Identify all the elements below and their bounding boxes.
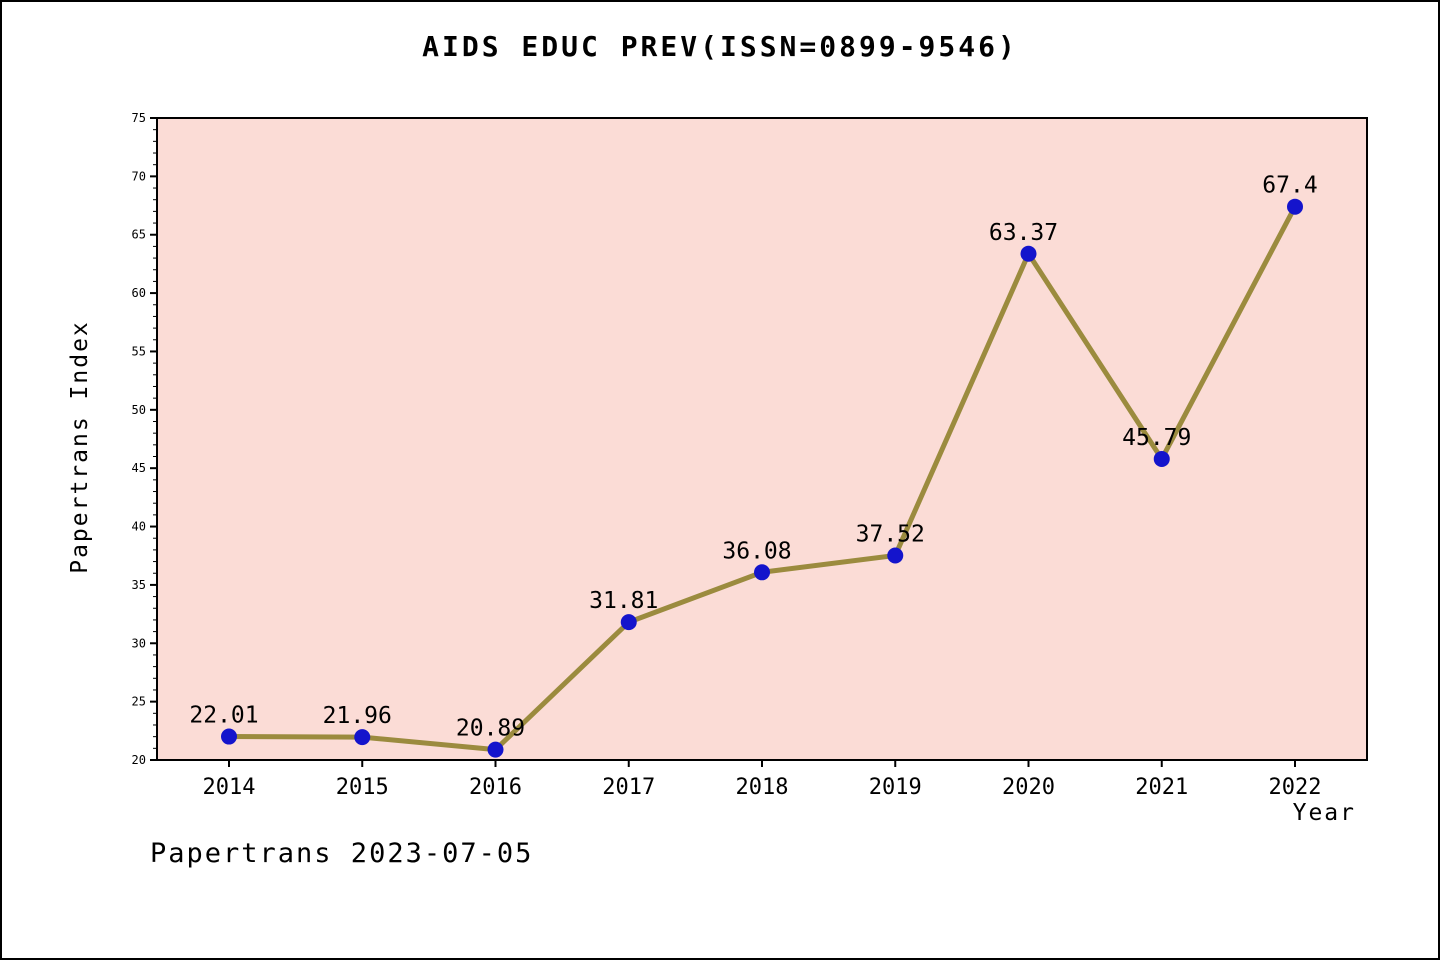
data-point: [1153, 450, 1170, 467]
y-tick-label: 65: [132, 228, 146, 242]
data-point-label: 67.4: [1262, 173, 1317, 199]
plot-area: [156, 117, 1368, 761]
line-chart: 20 25 30 35 40 45 50 55 60 65 70 75 2014 2015 2016 2017…: [132, 111, 1368, 800]
x-axis-label: Year: [1292, 800, 1356, 826]
x-tick-label: 2021: [1135, 775, 1188, 800]
data-point-label: 31.81: [589, 588, 658, 614]
y-tick-label: 55: [132, 344, 146, 358]
data-point: [354, 729, 371, 746]
x-tick-label: 2018: [736, 775, 789, 800]
data-point: [1020, 245, 1037, 262]
data-point-label: 21.96: [323, 703, 392, 729]
y-tick-label: 25: [132, 695, 146, 709]
x-tick-label: 2015: [336, 775, 389, 800]
data-point-label: 20.89: [456, 716, 525, 742]
data-point: [887, 547, 904, 564]
x-tick-label: 2020: [1002, 775, 1055, 800]
data-point-label: 37.52: [856, 521, 925, 547]
x-tick-label: 2022: [1269, 775, 1322, 800]
y-tick-label: 30: [132, 636, 146, 650]
data-point: [221, 728, 237, 745]
y-tick-label: 20: [132, 753, 146, 767]
data-point-label: 63.37: [989, 220, 1058, 246]
x-tick-label: 2016: [469, 775, 522, 800]
y-tick-label: 45: [132, 461, 146, 475]
y-tick-label: 40: [132, 520, 146, 534]
chart-title: AIDS EDUC PREV(ISSN=0899-9546): [422, 30, 1018, 63]
data-point: [1287, 198, 1303, 215]
data-point: [754, 564, 770, 581]
x-tick-label: 2019: [869, 775, 922, 800]
y-axis-label: Papertrans Index: [67, 320, 93, 574]
data-point: [620, 614, 637, 631]
y-tick-label: 70: [132, 169, 146, 183]
x-tick-label: 2014: [203, 775, 256, 800]
y-tick-label: 35: [132, 578, 146, 592]
y-tick-label: 50: [132, 403, 146, 417]
data-point-label: 22.01: [189, 703, 258, 729]
data-point: [487, 741, 504, 758]
x-tick-label: 2017: [602, 775, 655, 800]
y-tick-label: 75: [132, 111, 146, 125]
footer-note: Papertrans 2023-07-05: [150, 838, 534, 869]
data-point-label: 45.79: [1122, 425, 1191, 451]
y-tick-label: 60: [132, 286, 146, 300]
data-point-label: 36.08: [722, 538, 791, 564]
